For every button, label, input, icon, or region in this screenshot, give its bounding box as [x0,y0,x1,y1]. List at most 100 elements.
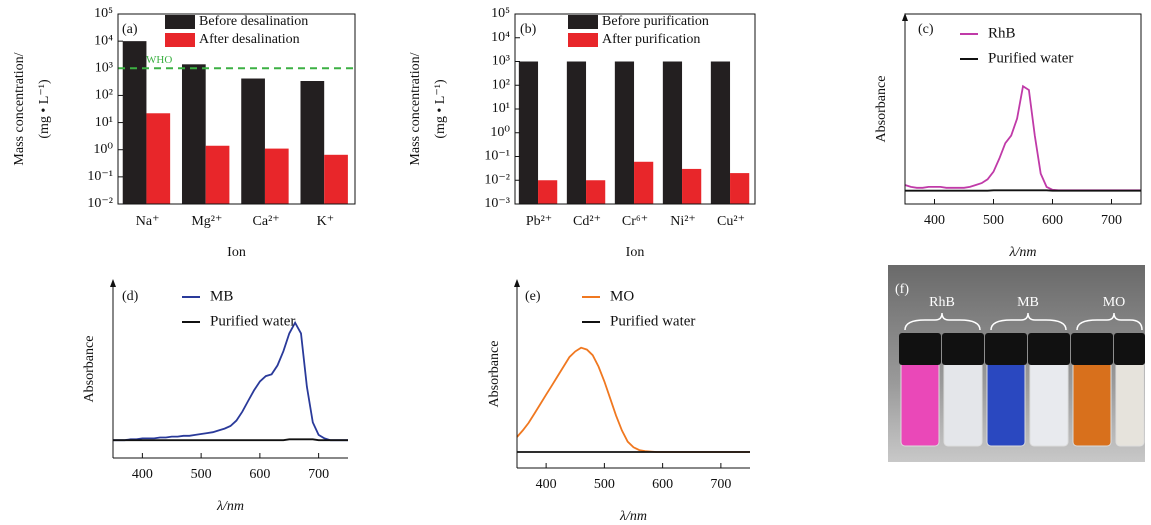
vials [899,333,1145,446]
y-tick-label: 10⁵ [491,6,510,21]
line-series [905,86,1141,190]
panel-label: (f) [895,282,909,297]
y-tick-label: 10⁴ [491,30,510,45]
bar [711,62,730,205]
legend-label: Before purification [602,14,709,29]
photo-label: MO [1103,295,1126,310]
x-tick-label: 600 [249,467,270,482]
y-tick-label: 10³ [492,54,510,69]
bar [206,146,230,204]
photo-label: RhB [929,295,955,310]
bar [634,162,653,204]
line-series [113,439,348,440]
vial [944,360,982,446]
cap [942,333,984,365]
y-tick-label: 10⁵ [94,6,113,21]
x-tick-label: Ni²⁺ [670,214,696,229]
cap [899,333,941,365]
legend-label: Purified water [988,50,1073,66]
plot-frame [905,14,1141,204]
y-axis-label: Absorbance [82,336,97,403]
y-tick-label: 10³ [95,61,113,76]
y-tick-label: 10⁰ [93,142,113,157]
x-tick-label: Ca²⁺ [253,214,280,229]
y-tick-label: 10⁻² [87,196,113,211]
x-tick-label: Pb²⁺ [526,214,552,229]
legend-label: MO [610,288,634,304]
cap [1071,333,1113,365]
bar [615,62,634,205]
y-tick-label: 10⁻³ [484,196,510,211]
x-tick-label: 500 [594,477,615,492]
cap [1114,333,1145,365]
bar [519,62,538,205]
x-tick-label: Mg²⁺ [191,214,222,229]
panel-label: (b) [520,22,537,37]
y-tick-label: 10⁻¹ [484,149,510,164]
bar [663,62,682,205]
bar [123,41,147,204]
x-tick-label: 600 [652,477,673,492]
x-tick-label: 500 [191,467,212,482]
y-axis-label: Absorbance [487,341,502,408]
y-tick-label: 10¹ [95,115,113,130]
cap [1028,333,1070,365]
x-tick-label: 400 [536,477,557,492]
x-tick-label: K⁺ [317,214,335,229]
x-tick-label: 600 [1042,213,1063,228]
bar [682,169,701,204]
x-tick-label: 700 [1101,213,1122,228]
legend-label: After desalination [199,32,300,47]
x-tick-label: Na⁺ [136,214,160,229]
bar [265,149,289,204]
legend-swatch [568,33,598,47]
y-tick-label: 10² [95,88,113,103]
x-tick-label: Cu²⁺ [717,214,745,229]
x-tick-label: 700 [308,467,329,482]
panel-label: (d) [122,289,139,304]
x-tick-label: 700 [710,477,731,492]
x-axis-label: Ion [626,245,645,260]
x-axis-label: λ/nm [619,509,647,520]
bar [241,79,265,204]
x-axis-label: λ/nm [1008,245,1036,260]
y-axis-arrow [110,279,116,287]
bar [586,180,605,204]
panel-label: (a) [122,22,138,37]
x-tick-label: 400 [132,467,153,482]
y-axis-label: Mass concentration/ [408,52,423,165]
bar [567,62,586,205]
vial [987,360,1025,446]
y-axis-label: Absorbance [874,76,889,143]
legend-label: RhB [988,25,1016,41]
legend-label: Purified water [210,313,295,329]
reference-label: WHO [146,54,172,66]
x-axis-label: Ion [227,245,246,260]
cap [985,333,1027,365]
y-axis-label: Mass concentration/ [12,52,27,165]
y-axis-label: (mg • L⁻¹) [37,79,52,139]
line-series [517,348,750,452]
x-tick-label: 500 [983,213,1004,228]
legend-label: MB [210,288,233,304]
y-tick-label: 10¹ [492,101,510,116]
line-series [113,323,348,441]
photo: (f) RhB MB MO [888,265,1145,462]
y-tick-label: 10⁰ [490,125,510,140]
vial [1116,360,1144,446]
bar [300,81,324,204]
y-axis-label: (mg • L⁻¹) [433,79,448,139]
bar [182,64,206,204]
legend-label: Before desalination [199,14,308,29]
x-tick-label: 400 [924,213,945,228]
y-tick-label: 10² [492,77,510,92]
vial [1073,360,1111,446]
x-axis-label: λ/nm [216,499,244,514]
vial [901,360,939,446]
bar [730,173,749,204]
bar [538,180,557,204]
bar [146,113,170,204]
x-tick-label: Cr⁶⁺ [622,214,648,229]
legend-swatch [165,33,195,47]
